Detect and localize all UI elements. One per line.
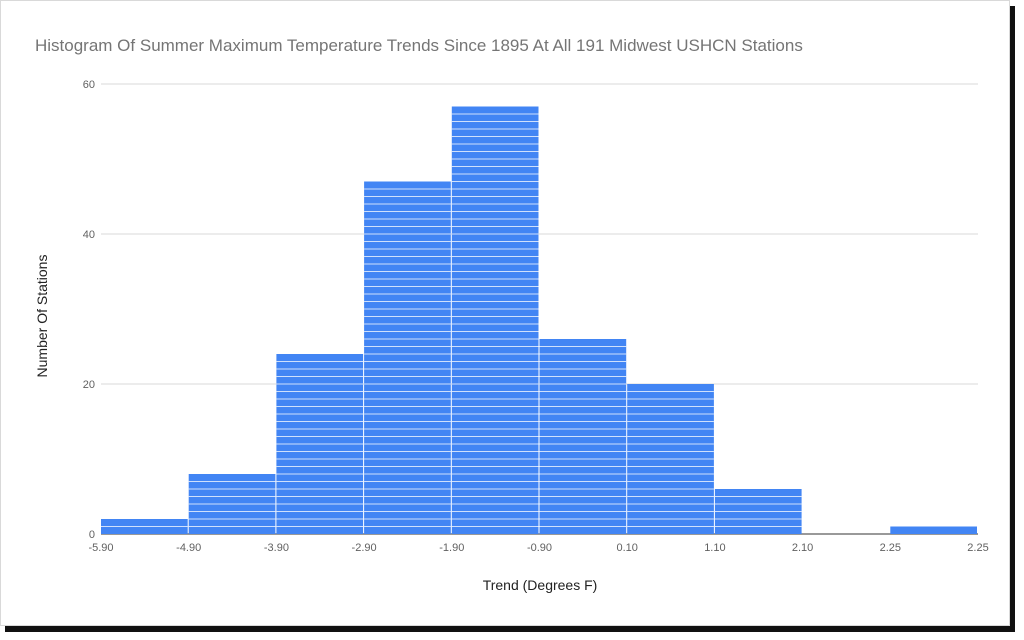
x-tick-label: -3.90	[264, 542, 289, 554]
y-axis-ticks: 0 20 40 60	[83, 79, 95, 541]
x-axis-title: Trend (Degrees F)	[483, 577, 598, 593]
bar-fill	[451, 106, 539, 534]
histogram-bar	[276, 354, 364, 534]
histogram-bar	[364, 181, 451, 534]
x-tick-label: 2.10	[792, 542, 813, 554]
x-tick-label: 1.10	[704, 542, 725, 554]
x-tick-label: -2.90	[352, 542, 377, 554]
chart-title: Histogram Of Summer Maximum Temperature …	[35, 36, 803, 55]
histogram-bar	[451, 106, 539, 534]
histogram-bar	[714, 489, 802, 534]
histogram-bar	[188, 474, 276, 534]
x-axis-ticks: -5.90 -4.90 -3.90 -2.90 -1.90 -0.90 0.10 1.10 2.…	[88, 542, 988, 554]
x-tick-label: -4.90	[176, 542, 201, 554]
bar-fill	[890, 526, 977, 534]
x-tick-label: -0.90	[527, 542, 552, 554]
bar-fill	[364, 181, 451, 534]
y-tick-label: 0	[89, 529, 95, 541]
x-tick-label: 2.25	[880, 542, 901, 554]
x-tick-label: 2.25	[967, 542, 988, 554]
y-tick-label: 40	[83, 229, 95, 241]
y-axis-title: Number Of Stations	[34, 255, 50, 378]
x-tick-label: -1.90	[439, 542, 464, 554]
x-tick-label: -5.90	[88, 542, 113, 554]
y-tick-label: 60	[83, 79, 95, 91]
histogram-bar	[890, 526, 977, 534]
x-tick-label: 0.10	[616, 542, 637, 554]
histogram-bar	[627, 384, 714, 534]
y-tick-label: 20	[83, 379, 95, 391]
histogram-bar	[539, 339, 627, 534]
histogram-bars	[101, 106, 977, 534]
histogram-bar	[101, 519, 188, 534]
